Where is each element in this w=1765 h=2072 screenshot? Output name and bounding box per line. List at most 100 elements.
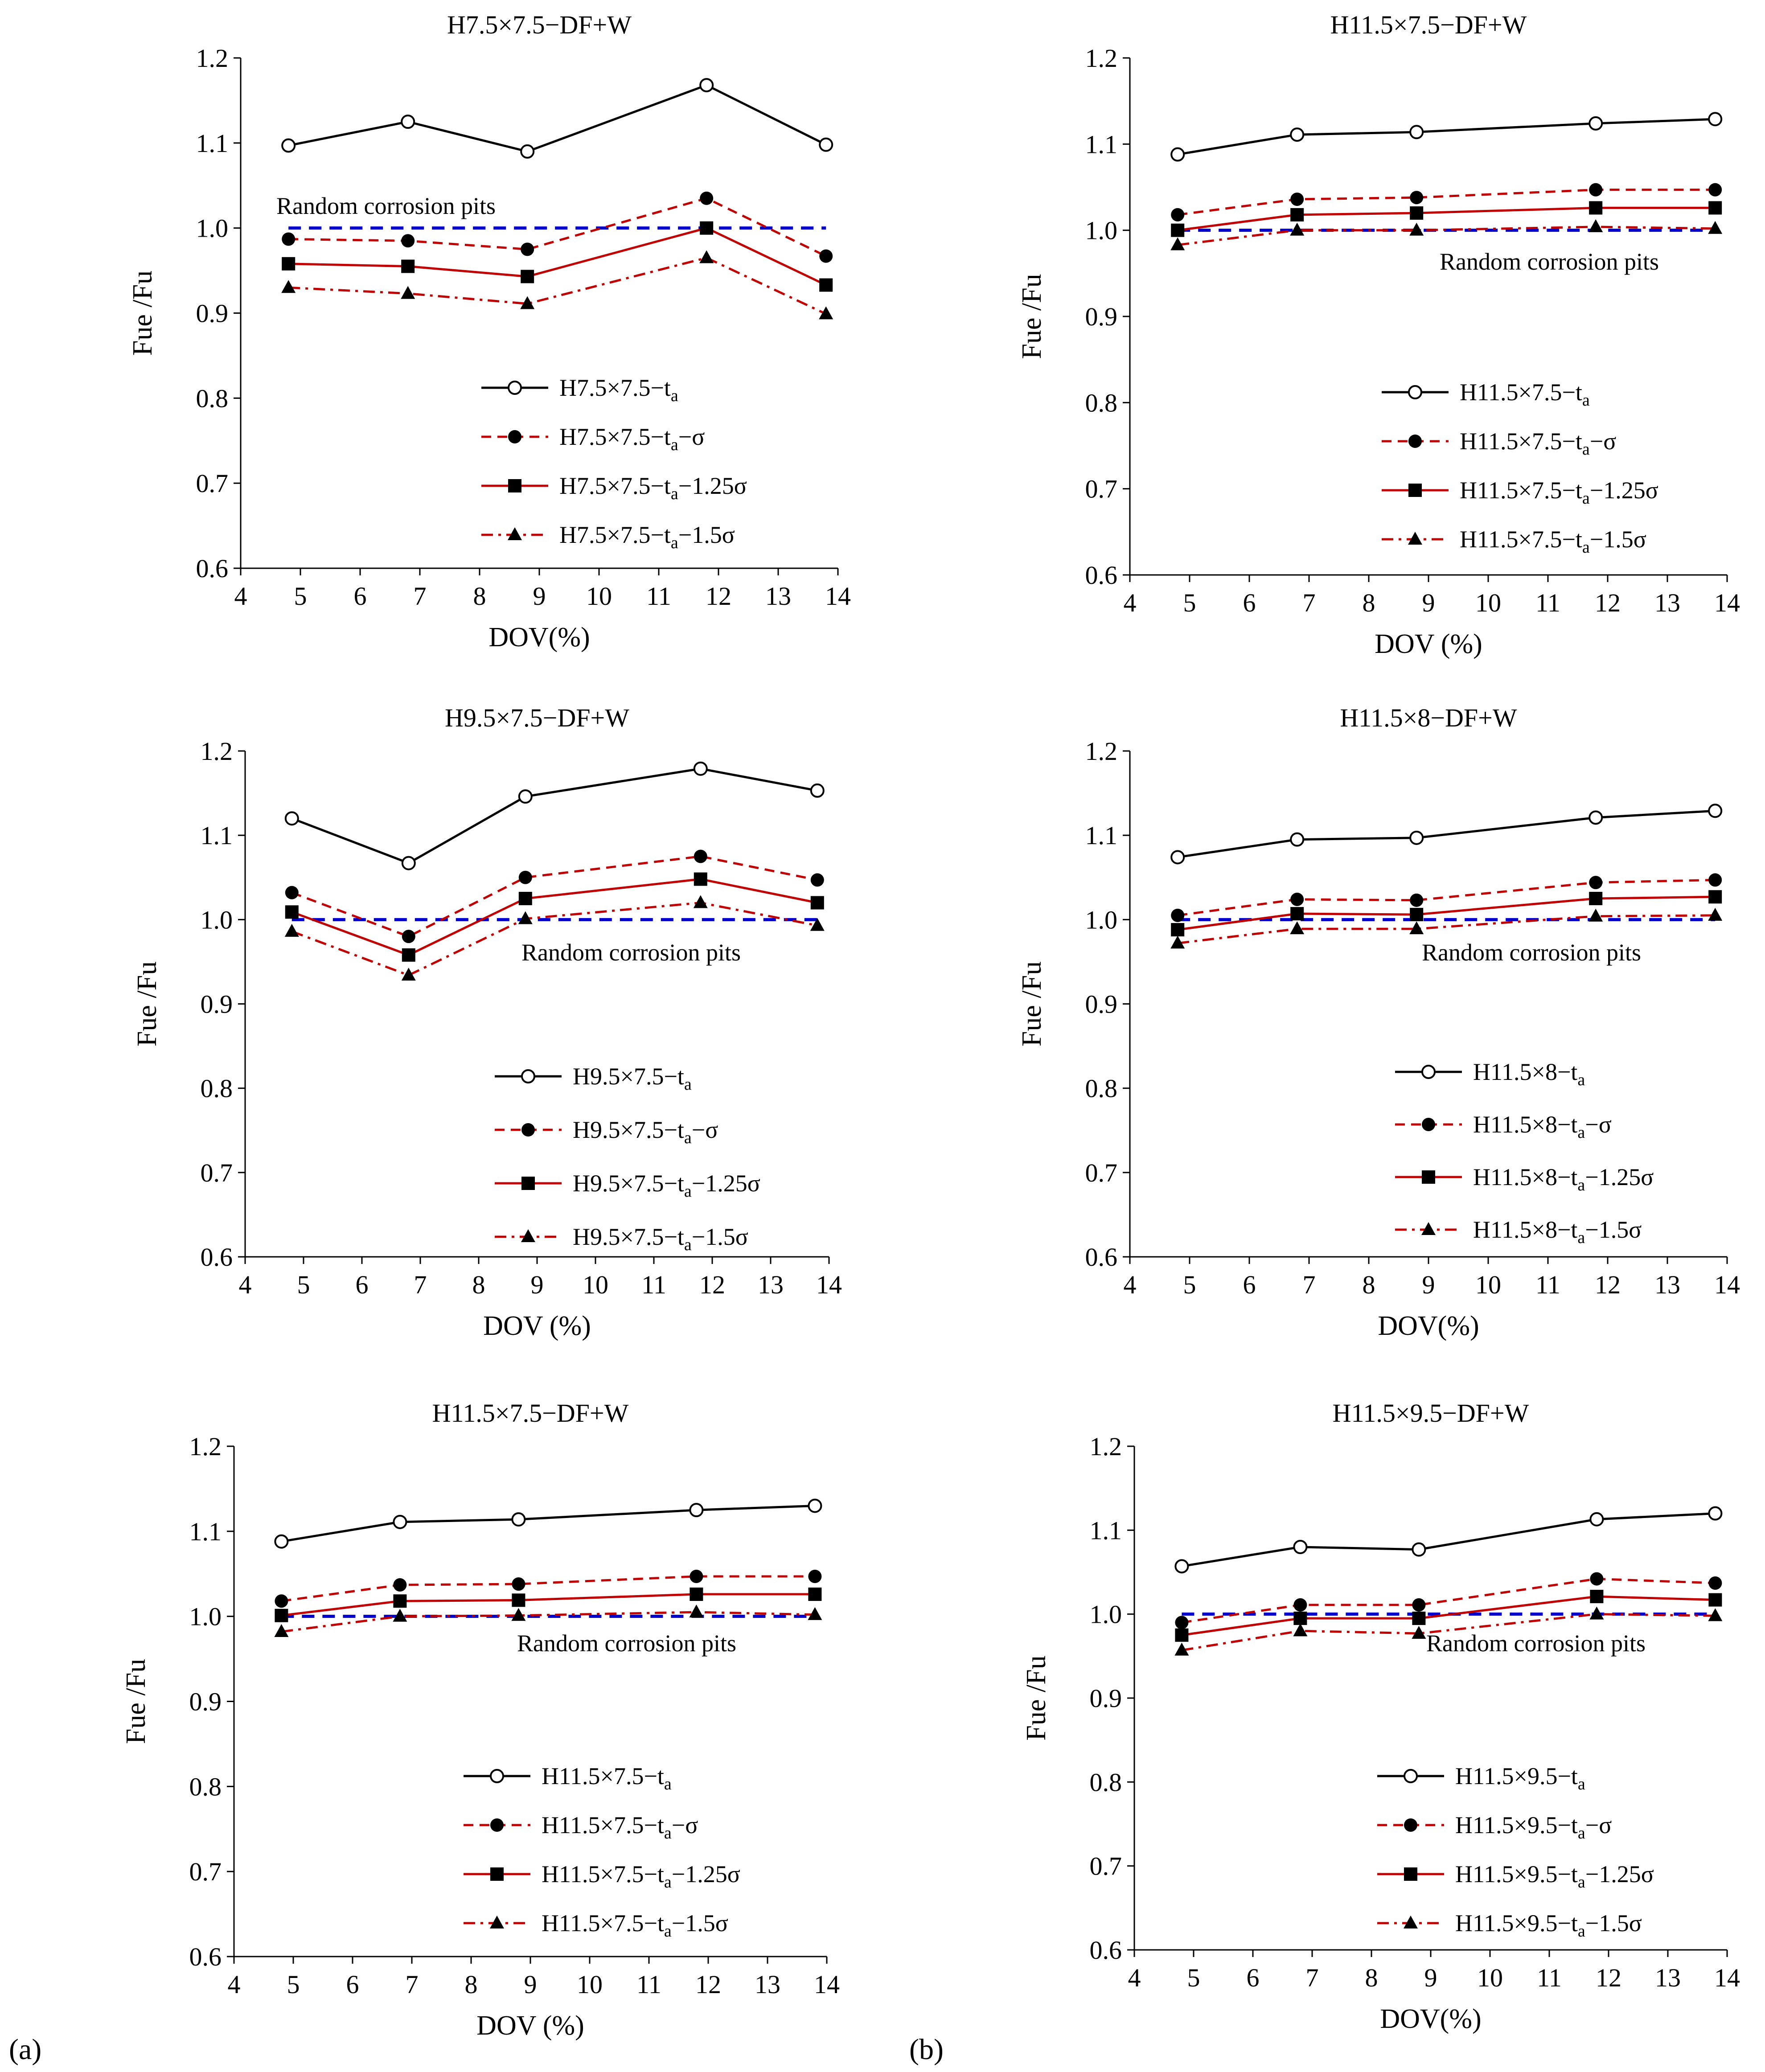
data-point	[694, 872, 707, 886]
x-tick-label: 12	[699, 1270, 725, 1299]
data-point	[1412, 1598, 1426, 1612]
data-point	[699, 250, 714, 263]
x-tick-label: 5	[1183, 1270, 1196, 1299]
data-point	[1290, 921, 1305, 935]
y-tick-label: 0.6	[196, 554, 229, 583]
x-tick-label: 8	[465, 1970, 478, 1999]
x-tick-label: 6	[1243, 588, 1256, 617]
y-axis-label: Fue /Fu	[127, 271, 158, 356]
data-point	[1293, 1612, 1307, 1625]
chart-panel-a1: 0.6 0.7 0.8 0.9 1.0 1.1 1.2 4 5 6 7 8 9 10 11 12 13 14 H7.…	[127, 10, 851, 652]
data-point	[401, 234, 415, 248]
series-line	[1182, 1578, 1716, 1624]
data-point	[1171, 923, 1185, 937]
x-tick-label: 14	[814, 1970, 840, 1999]
x-axis-label: DOV (%)	[1375, 629, 1482, 659]
chart-title: H7.5×7.5−DF+W	[447, 10, 632, 39]
data-point	[285, 886, 299, 899]
legend-marker	[521, 1177, 535, 1190]
data-point	[1170, 935, 1185, 949]
x-tick-label: 10	[577, 1970, 603, 1999]
reference-line-label: Random corrosion pits	[517, 1630, 736, 1657]
y-tick-label: 0.9	[189, 1687, 222, 1716]
x-tick-label: 6	[1243, 1270, 1256, 1299]
y-tick-label: 0.7	[201, 1158, 233, 1187]
legend-entry: H11.5×7.5−ta	[542, 1763, 672, 1793]
legend-marker	[1404, 1867, 1417, 1881]
x-tick-label: 6	[354, 582, 367, 611]
data-point	[693, 761, 708, 776]
data-point	[694, 849, 707, 863]
data-point	[808, 1569, 822, 1583]
data-point	[281, 280, 296, 293]
data-point	[1170, 237, 1185, 250]
y-tick-label: 0.8	[1085, 388, 1118, 417]
y-tick-label: 0.9	[201, 990, 233, 1019]
y-tick-label: 1.2	[189, 1432, 222, 1461]
x-tick-label: 14	[1714, 588, 1740, 617]
data-point	[1708, 1576, 1722, 1590]
reference-line-label: Random corrosion pits	[1426, 1630, 1646, 1657]
data-point	[393, 1514, 407, 1529]
x-tick-label: 4	[239, 1270, 252, 1299]
data-point	[512, 1593, 525, 1607]
data-point	[275, 1608, 288, 1622]
legend-marker	[521, 1123, 535, 1137]
x-tick-label: 11	[636, 1970, 661, 1999]
chart-title: H11.5×9.5−DF+W	[1333, 1399, 1529, 1428]
y-axis-label: Fue /Fu	[1021, 1655, 1051, 1740]
y-axis-label: Fue /Fu	[1017, 961, 1047, 1046]
data-point	[1290, 127, 1305, 142]
legend-entry: H11.5×8−ta	[1473, 1059, 1585, 1089]
data-point	[1412, 1542, 1426, 1557]
y-tick-label: 0.7	[1085, 1158, 1118, 1187]
legend-entry: H7.5×7.5−ta−σ	[559, 423, 705, 454]
x-axis-label: DOV(%)	[488, 622, 590, 652]
data-point	[511, 1512, 526, 1527]
data-point	[1589, 1606, 1604, 1620]
x-tick-label: 7	[414, 582, 427, 611]
legend-entry: H11.5×9.5−ta−1.25σ	[1455, 1861, 1654, 1891]
y-tick-label: 1.1	[1090, 1516, 1122, 1545]
data-point	[1410, 191, 1424, 205]
legend-marker	[508, 381, 522, 395]
x-tick-label: 13	[765, 582, 791, 611]
data-point	[285, 905, 299, 919]
data-point	[819, 306, 833, 320]
x-tick-label: 6	[346, 1970, 359, 1999]
data-point	[521, 242, 534, 256]
x-tick-label: 10	[1477, 1963, 1503, 1992]
legend-marker	[490, 1916, 504, 1928]
x-tick-label: 5	[287, 1970, 300, 1999]
data-point	[1708, 907, 1723, 921]
data-point	[1588, 908, 1603, 922]
x-tick-label: 5	[297, 1270, 310, 1299]
data-point	[810, 896, 824, 910]
x-tick-label: 5	[1183, 588, 1196, 617]
series-line	[1177, 189, 1716, 216]
data-point	[1708, 183, 1722, 197]
y-tick-label: 0.8	[196, 384, 229, 413]
series-line	[1177, 118, 1716, 156]
data-point	[282, 257, 296, 271]
reference-line-label: Random corrosion pits	[521, 939, 741, 966]
y-tick-label: 1.2	[1090, 1432, 1122, 1461]
y-tick-label: 1.1	[201, 821, 233, 850]
x-axis-label: DOV(%)	[1380, 2004, 1481, 2034]
legend-entry: H7.5×7.5−ta	[559, 374, 678, 405]
series-line	[288, 84, 827, 153]
data-point	[1412, 1612, 1426, 1625]
chart-panel-b3: 0.6 0.7 0.8 0.9 1.0 1.1 1.2 4 5 6 7 8 9 10 11 12 13 14 H11…	[1021, 1399, 1740, 2034]
data-point	[699, 78, 714, 93]
x-tick-label: 14	[1714, 1963, 1740, 1992]
y-tick-label: 0.9	[1090, 1684, 1122, 1713]
series-line	[291, 767, 818, 865]
data-point	[1290, 193, 1304, 206]
legend-entry: H11.5×9.5−ta−σ	[1455, 1812, 1612, 1842]
x-tick-label: 14	[825, 582, 851, 611]
data-point	[401, 856, 416, 870]
data-point	[808, 1498, 822, 1513]
chart-title: H9.5×7.5−DF+W	[445, 703, 629, 732]
legend-entry: H11.5×9.5−ta	[1455, 1763, 1585, 1793]
legend-marker	[490, 1769, 504, 1783]
